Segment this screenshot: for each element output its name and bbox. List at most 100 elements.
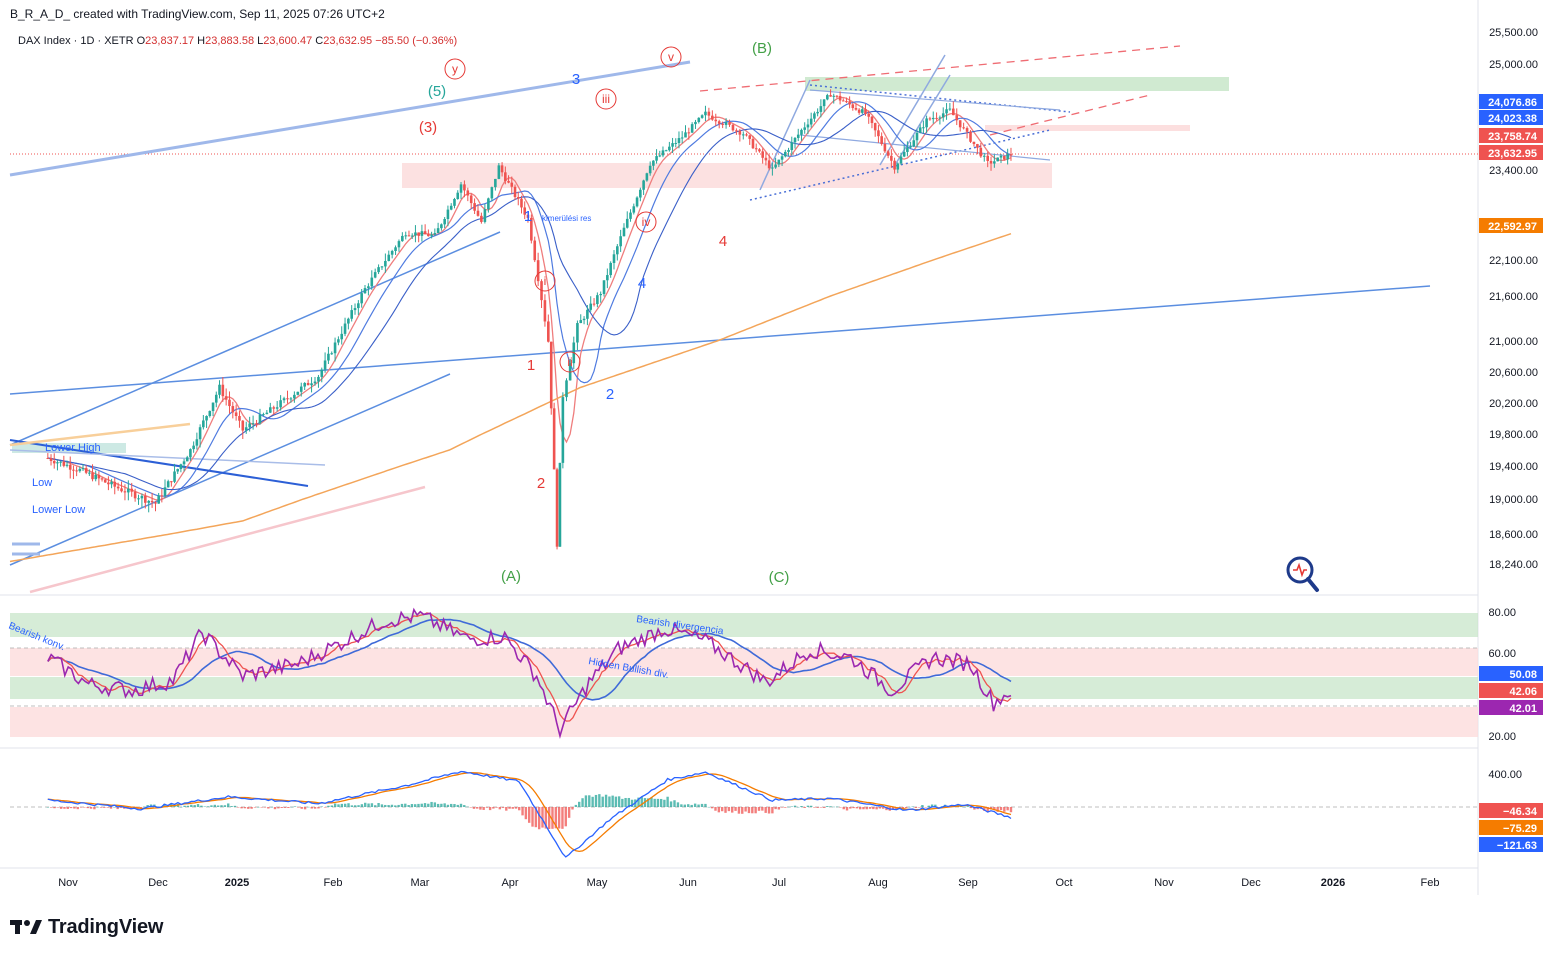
candle-body — [969, 131, 972, 142]
wave-label: iii — [602, 92, 610, 106]
macd-histogram-bar — [969, 807, 973, 809]
rsi-lower-red-zone — [10, 707, 1478, 737]
macd-histogram-bar — [283, 807, 287, 808]
macd-histogram-bar — [280, 807, 283, 808]
macd-histogram-bar — [163, 803, 166, 807]
candle-body — [231, 406, 235, 413]
price-label: 24,023.38 — [1488, 113, 1537, 125]
candle-body — [373, 272, 377, 278]
zoom-magnifier-icon[interactable] — [1286, 556, 1319, 592]
candle-body — [337, 339, 340, 343]
macd-histogram-bar — [819, 807, 823, 808]
wave-label: 2 — [606, 386, 614, 403]
macd-histogram-bar — [109, 807, 113, 809]
candle-body — [622, 227, 626, 237]
macd-histogram-bar — [63, 807, 66, 809]
macd-histogram-bar — [440, 803, 443, 807]
candle-body — [886, 151, 890, 156]
macd-histogram-bar — [741, 807, 744, 814]
wave-label-circle — [635, 211, 657, 233]
candle-body — [816, 111, 819, 114]
candle-body — [182, 461, 186, 465]
candle-body — [671, 143, 674, 147]
candle-body — [72, 469, 75, 471]
candle-body — [822, 99, 826, 107]
candle-body — [826, 95, 829, 100]
close-value: 23,632.95 — [323, 35, 373, 47]
macd-histogram-bar — [816, 807, 819, 808]
macd-histogram-bar — [380, 804, 384, 807]
candle-body — [645, 173, 649, 181]
candle-body — [202, 420, 205, 428]
candle-body — [793, 137, 797, 143]
macd-histogram-bar — [357, 805, 360, 807]
macd-value-label-bg — [1479, 837, 1543, 852]
macd-histogram-bar — [574, 804, 578, 807]
candle-body — [700, 115, 704, 118]
candle-body — [238, 415, 241, 421]
high-label: H — [197, 35, 206, 47]
candle-body — [777, 159, 781, 165]
macd-histogram-bar — [243, 807, 247, 809]
candle-body — [996, 157, 999, 162]
annotation-lower-low: Lower Low — [32, 504, 85, 516]
candle-body — [800, 129, 803, 135]
candle-body — [497, 165, 501, 179]
candle-body — [130, 488, 134, 492]
candle-body — [925, 118, 928, 128]
candle-body — [599, 293, 602, 296]
candle-body — [731, 124, 735, 131]
macd-histogram-bar — [267, 807, 270, 809]
macd-histogram-bar — [49, 807, 53, 808]
candle-body — [582, 318, 586, 321]
macd-histogram-bar — [323, 807, 327, 808]
candle-body — [602, 280, 606, 294]
macd-histogram-bar — [637, 797, 640, 807]
macd-histogram-bar — [564, 807, 567, 827]
macd-histogram-bar — [927, 805, 931, 807]
macd-histogram-bar — [571, 807, 574, 810]
macd-histogram-bar — [630, 799, 634, 807]
macd-histogram-bar — [754, 807, 757, 814]
wave-label: (3) — [419, 119, 437, 136]
macd-histogram-bar — [845, 807, 849, 811]
candle-body — [469, 195, 473, 204]
candle-body — [473, 203, 476, 211]
rsi-axis-tick: 60.00 — [1488, 648, 1516, 660]
candle-body — [870, 116, 874, 124]
macd-histogram-bar — [826, 806, 829, 807]
candle-body — [774, 164, 777, 168]
rsi-value-label-bg — [1479, 683, 1543, 698]
wave-label: 1 — [527, 357, 535, 374]
macd-histogram-bar — [687, 804, 690, 807]
macd-histogram-bar — [757, 807, 761, 811]
candle-body — [510, 182, 514, 187]
macd-histogram-bar — [800, 806, 803, 807]
close-label: C — [315, 35, 324, 47]
candle-body — [813, 113, 816, 119]
macd-histogram-bar — [230, 806, 233, 807]
macd-histogram-bar — [410, 804, 414, 807]
macd-histogram-bar — [69, 807, 73, 809]
candle-body — [436, 228, 440, 234]
macd-histogram-bar — [774, 807, 777, 810]
footer-branding: TradingView — [10, 915, 163, 939]
rsi-value-label-bg — [1479, 666, 1543, 681]
candle-body — [958, 120, 962, 128]
candle-body — [609, 262, 612, 276]
macd-histogram-bar — [809, 805, 813, 807]
macd-histogram-bar — [803, 807, 806, 808]
macd-histogram-bar — [895, 807, 898, 810]
macd-histogram-bar — [99, 807, 103, 808]
candle-body — [420, 231, 424, 236]
macd-histogram-bar — [492, 807, 495, 809]
macd-histogram-bar — [680, 804, 683, 807]
macd-histogram-bar — [608, 796, 611, 807]
macd-histogram-bar — [581, 798, 584, 807]
macd-histogram-bar — [761, 807, 764, 811]
candle-body — [711, 115, 714, 120]
candle-body — [110, 481, 113, 485]
wave-label-circle — [595, 88, 617, 110]
macd-histogram-bar — [374, 805, 377, 807]
